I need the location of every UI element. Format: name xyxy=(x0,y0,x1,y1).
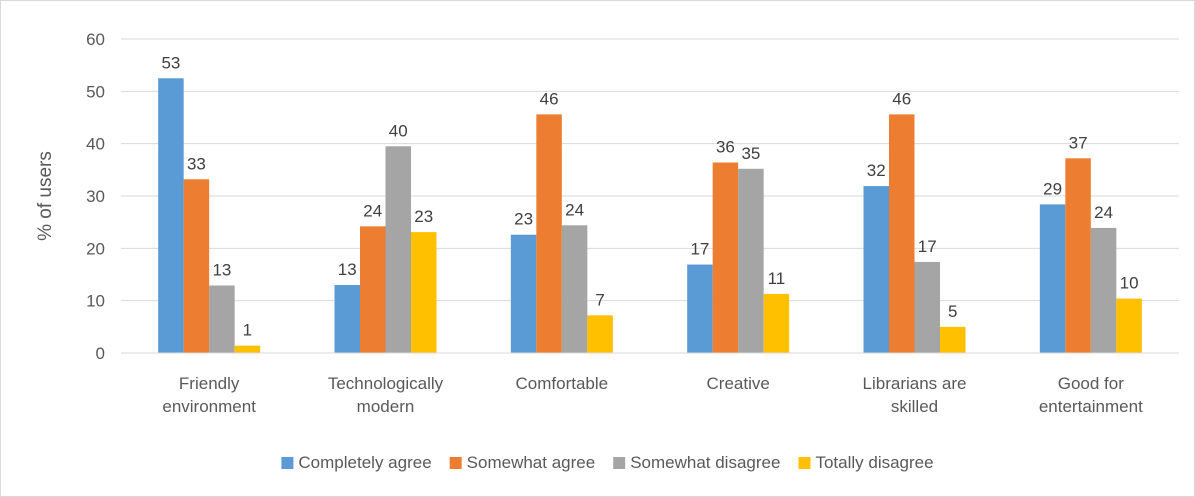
category-label: Friendly environment xyxy=(162,374,256,416)
data-label: 13 xyxy=(338,260,357,279)
data-label: 10 xyxy=(1120,274,1139,293)
bar xyxy=(687,264,713,353)
bar xyxy=(536,114,562,353)
data-label: 1 xyxy=(243,321,252,340)
gridlines xyxy=(121,38,1179,302)
bar xyxy=(1090,227,1117,353)
bar xyxy=(209,285,235,353)
data-label: 53 xyxy=(161,53,180,72)
data-label: 5 xyxy=(948,302,957,321)
bar xyxy=(1116,298,1142,353)
legend-swatch xyxy=(613,457,626,469)
bar xyxy=(587,315,613,353)
category-labels: Friendly environment Technologically modern… xyxy=(162,374,1143,416)
data-label: 33 xyxy=(187,154,206,173)
legend: Completely agree Somewhat agree Somewhat d… xyxy=(281,453,934,472)
bar xyxy=(889,114,915,353)
bar xyxy=(234,345,261,353)
y-tick-label: 0 xyxy=(96,344,105,363)
bars xyxy=(158,78,1142,353)
data-label: 17 xyxy=(918,237,937,256)
data-label: 13 xyxy=(212,260,231,279)
bar xyxy=(360,226,386,353)
legend-swatch xyxy=(798,457,811,469)
legend-swatch xyxy=(449,457,462,469)
data-label: 24 xyxy=(363,201,382,220)
data-label: 29 xyxy=(1043,179,1062,198)
y-axis-label: % of users xyxy=(35,151,56,241)
category-label: Librarians are skilled xyxy=(863,374,967,416)
y-axis-ticks: 0 10 20 30 40 50 60 xyxy=(86,30,105,363)
data-label: 17 xyxy=(690,240,709,259)
bar xyxy=(712,162,739,353)
legend-label: Somewhat agree xyxy=(467,453,596,472)
data-label: 24 xyxy=(565,200,584,219)
bar xyxy=(510,234,537,353)
y-tick-label: 40 xyxy=(86,135,105,154)
category-label: Technologically modern xyxy=(328,374,444,416)
bar xyxy=(411,232,437,353)
data-label: 36 xyxy=(716,138,735,157)
category-label: Comfortable xyxy=(516,374,609,393)
data-label: 7 xyxy=(595,290,604,309)
bar xyxy=(914,261,940,353)
y-tick-label: 60 xyxy=(86,30,105,49)
bar xyxy=(738,168,764,353)
y-tick-label: 50 xyxy=(86,82,105,101)
bar xyxy=(183,179,210,353)
legend-label: Somewhat disagree xyxy=(630,453,780,472)
category-label: Good for entertainment xyxy=(1039,374,1143,416)
bar xyxy=(1039,204,1066,353)
data-label: 35 xyxy=(741,144,760,163)
data-label: 24 xyxy=(1094,203,1113,222)
bar xyxy=(385,146,411,353)
y-tick-label: 30 xyxy=(86,187,105,206)
bar xyxy=(334,284,360,353)
y-tick-label: 10 xyxy=(86,292,105,311)
legend-label: Completely agree xyxy=(298,453,431,472)
bar xyxy=(1065,158,1091,353)
legend-label: Totally disagree xyxy=(815,453,933,472)
data-label: 32 xyxy=(867,161,886,180)
data-label: 40 xyxy=(389,121,408,140)
data-label: 46 xyxy=(892,89,911,108)
bar xyxy=(561,225,588,353)
data-label: 23 xyxy=(414,207,433,226)
category-label: Creative xyxy=(707,374,770,393)
data-labels: 53 13 23 17 32 29 33 24 46 36 46 37 13 40 24 35 17 24 1 23 7… xyxy=(161,53,1138,339)
data-label: 23 xyxy=(514,210,533,229)
bar xyxy=(158,78,184,353)
data-label: 37 xyxy=(1069,133,1088,152)
bar xyxy=(763,293,790,353)
data-label: 11 xyxy=(768,269,786,288)
bar xyxy=(940,326,966,353)
data-label: 46 xyxy=(540,89,559,108)
y-tick-label: 20 xyxy=(86,239,105,258)
bar xyxy=(863,186,889,353)
legend-swatch xyxy=(281,457,294,469)
